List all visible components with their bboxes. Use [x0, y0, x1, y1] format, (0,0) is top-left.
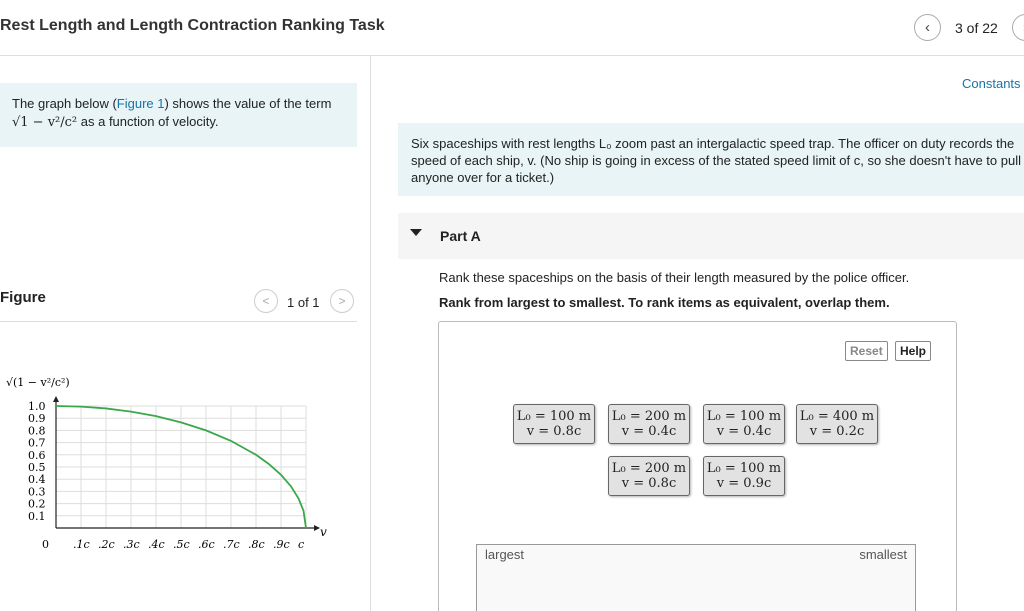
previous-item-button[interactable]: ‹: [914, 14, 941, 41]
smallest-label: smallest: [859, 547, 907, 562]
y-tick-label: 1.0: [28, 400, 46, 413]
x-tick-label: .6c: [198, 538, 215, 551]
x-tick-label: .2c: [98, 538, 115, 551]
figure-divider: [0, 321, 357, 322]
x-tick-label: .7c: [223, 538, 240, 551]
x-tick-label: .9c: [273, 538, 290, 551]
y-tick-label: 0.5: [28, 461, 46, 474]
card-velocity: v = 0.4c: [716, 424, 772, 439]
chevron-right-icon: >: [338, 294, 346, 308]
ranking-widget: Reset Help L₀ = 100 m v = 0.8c L₀ = 200 …: [438, 321, 957, 611]
spaceship-card-3[interactable]: L₀ = 100 m v = 0.4c: [703, 404, 785, 444]
largest-label: largest: [485, 547, 525, 562]
caret-down-icon[interactable]: [410, 229, 422, 236]
spaceship-card-1[interactable]: L₀ = 100 m v = 0.8c: [513, 404, 595, 444]
spaceship-card-2[interactable]: L₀ = 200 m v = 0.4c: [608, 404, 690, 444]
x-tick-label: .8c: [248, 538, 265, 551]
y-tick-label: 0.4: [28, 473, 46, 486]
intro-formula: √1 − v²/c²: [12, 115, 78, 130]
figure-prev-button[interactable]: <: [254, 289, 278, 313]
part-a-header[interactable]: Part A: [398, 213, 1024, 259]
y-tick-label: 0.1: [28, 510, 46, 523]
reset-button[interactable]: Reset: [845, 341, 888, 361]
chevron-left-icon: <: [262, 294, 270, 308]
card-rest-length: L₀ = 100 m: [706, 461, 782, 476]
card-rest-length: L₀ = 100 m: [516, 409, 592, 424]
intro-text-pre: The graph below (: [12, 96, 117, 111]
y-tick-label: 0.8: [28, 424, 46, 437]
x-tick-label: .5c: [173, 538, 190, 551]
graph-series: [55, 405, 307, 529]
chevron-left-icon: ‹: [925, 19, 930, 36]
card-velocity: v = 0.2c: [809, 424, 865, 439]
x-tick-label: c: [298, 538, 304, 551]
intro-text-post: ) shows the value of the term: [164, 96, 332, 111]
series-line: [55, 405, 307, 529]
velocity-graph: 1.00.90.80.70.60.50.40.30.20.1 0 .1c .2c .3c…: [6, 376, 327, 551]
x-axis-label: v: [320, 525, 327, 539]
graph-axes: [53, 396, 320, 531]
figure-link[interactable]: Figure 1: [116, 96, 165, 111]
problem-text: Six spaceships with rest lengths L₀ zoom…: [411, 136, 1021, 185]
intro-box: The graph below (Figure 1) shows the val…: [0, 83, 357, 147]
graph-grid: [56, 405, 307, 528]
x-axis-arrow-icon: [314, 525, 320, 531]
header-bar: Rest Length and Length Contraction Ranki…: [0, 0, 1024, 56]
card-rest-length: L₀ = 200 m: [611, 409, 687, 424]
next-item-button[interactable]: ›: [1012, 14, 1024, 41]
intro-text-tail: as a function of velocity.: [80, 114, 219, 129]
figure-label: Figure: [0, 289, 46, 306]
card-velocity: v = 0.9c: [716, 476, 772, 491]
help-button[interactable]: Help: [895, 341, 932, 361]
constants-link[interactable]: Constants: [962, 76, 1021, 91]
y-axis-arrow-icon: [53, 396, 59, 402]
spaceship-card-4[interactable]: L₀ = 400 m v = 0.2c: [796, 404, 878, 444]
ranking-instruction: Rank from largest to smallest. To rank i…: [439, 295, 890, 310]
x-tick-label: .3c: [123, 538, 140, 551]
item-pager-text: 3 of 22: [955, 20, 998, 36]
y-tick-label: 0.9: [28, 412, 46, 425]
x-tick-label: 0: [42, 538, 49, 551]
part-a-title: Part A: [440, 228, 481, 244]
y-tick-label: 0.7: [28, 437, 46, 450]
y-tick-label: 0.3: [28, 485, 46, 498]
instruction-text: Rank these spaceships on the basis of th…: [439, 270, 910, 285]
spaceship-card-6[interactable]: L₀ = 100 m v = 0.9c: [703, 456, 785, 496]
card-rest-length: L₀ = 200 m: [611, 461, 687, 476]
card-velocity: v = 0.4c: [621, 424, 677, 439]
y-axis-label: √(1 − v²/c²): [6, 376, 70, 389]
card-velocity: v = 0.8c: [526, 424, 582, 439]
y-tick-label: 0.6: [28, 449, 46, 462]
problem-statement: Six spaceships with rest lengths L₀ zoom…: [398, 123, 1024, 196]
y-tick-label: 0.2: [28, 498, 46, 511]
x-tick-label: .4c: [148, 538, 165, 551]
figure-next-button[interactable]: >: [330, 289, 354, 313]
figure-pager: 1 of 1: [287, 295, 320, 310]
x-tick-label: .1c: [73, 538, 90, 551]
page-title: Rest Length and Length Contraction Ranki…: [0, 17, 385, 34]
card-rest-length: L₀ = 400 m: [799, 409, 875, 424]
left-pane: The graph below (Figure 1) shows the val…: [0, 56, 371, 611]
ranking-drop-zone[interactable]: largest smallest: [476, 544, 916, 611]
card-rest-length: L₀ = 100 m: [706, 409, 782, 424]
graph-ticks: 1.00.90.80.70.60.50.40.30.20.1 0 .1c .2c .3c…: [28, 400, 304, 551]
spaceship-card-5[interactable]: L₀ = 200 m v = 0.8c: [608, 456, 690, 496]
card-velocity: v = 0.8c: [621, 476, 677, 491]
